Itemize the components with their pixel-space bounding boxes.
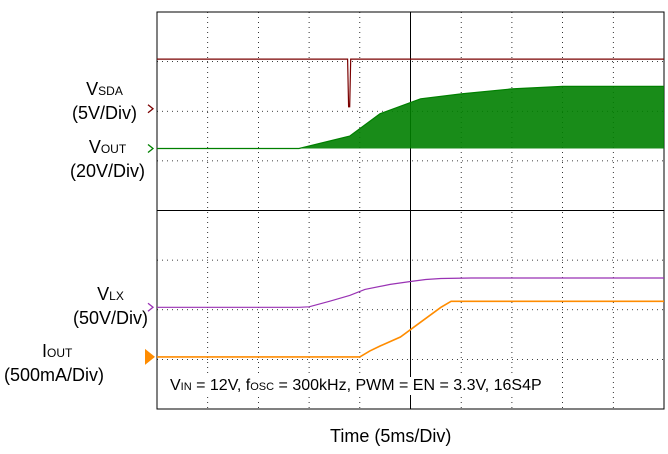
grid	[157, 12, 664, 409]
vout-marker	[147, 143, 155, 153]
series-vsda-line	[157, 58, 664, 108]
series-iout-line	[157, 300, 664, 358]
channel-markers	[145, 104, 155, 365]
iout-label: IOUT (500mA/Div)	[4, 341, 105, 385]
series-vlx-line	[157, 277, 664, 308]
traces	[157, 58, 664, 358]
x-axis-title: Time (5ms/Div)	[330, 426, 452, 446]
test-conditions: VIN = 12V, fOSC = 300kHz, PWM = EN = 3.3…	[168, 377, 544, 395]
vsda-label: VSDA (5V/Div)	[72, 79, 138, 123]
series-vout-line	[157, 85, 664, 150]
vout-label: VOUT (20V/Div)	[70, 137, 146, 181]
vlx-label: VLX (50V/Div)	[73, 284, 149, 328]
vlx-marker	[147, 302, 155, 312]
series-vout-envelope	[157, 86, 664, 149]
vsda-marker	[147, 104, 155, 114]
iout-marker	[145, 348, 155, 365]
